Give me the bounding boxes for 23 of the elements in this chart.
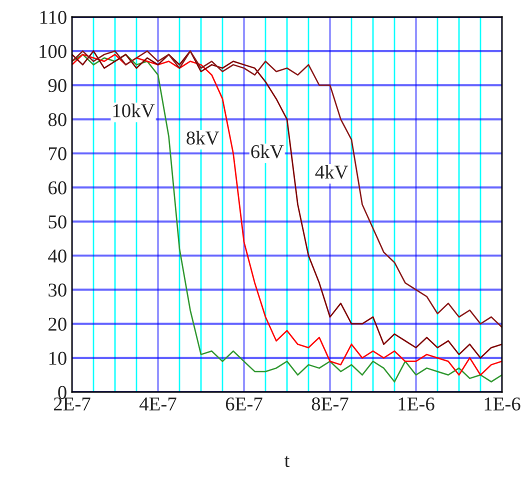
y-tick-label: 0	[58, 386, 66, 399]
x-tick-label: 8E-7	[312, 397, 348, 411]
series-label: 8kV	[186, 130, 220, 145]
y-tick-label: 90	[48, 79, 66, 92]
y-tick-label: 20	[48, 318, 66, 331]
x-tick-label: 2E-7	[54, 397, 90, 410]
y-tick-label: 30	[48, 284, 66, 297]
series-label: 4kV	[315, 165, 348, 179]
y-tick-label: 60	[48, 181, 66, 194]
y-tick-label: 40	[48, 249, 66, 263]
x-tick-label: 1E-6	[398, 397, 434, 411]
y-tick-label: 110	[40, 10, 66, 24]
y-tick-label: 100	[40, 44, 66, 58]
series-label: 10kV	[113, 104, 155, 118]
y-tick-label: 80	[48, 113, 66, 126]
x-tick-label: 4E-7	[139, 398, 176, 410]
x-axis-title: t	[284, 456, 290, 468]
y-tick-label: 50	[48, 215, 66, 228]
x-tick-label: 1E-6	[484, 397, 520, 411]
y-tick-label: 10	[49, 352, 66, 365]
series-label: 6kV	[251, 144, 284, 158]
y-tick-label: 70	[48, 147, 66, 160]
x-tick-label: 6E-7	[226, 397, 262, 411]
